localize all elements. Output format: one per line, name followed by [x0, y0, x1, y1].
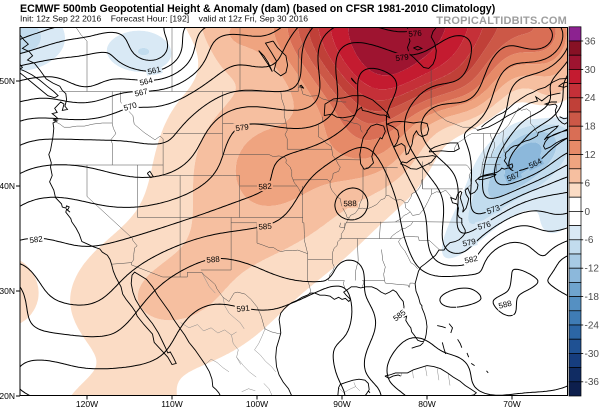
svg-text:579: 579	[462, 237, 477, 249]
svg-text:588: 588	[206, 255, 221, 265]
svg-text:582: 582	[464, 254, 479, 266]
svg-text:-30: -30	[585, 349, 600, 360]
svg-text:579: 579	[395, 52, 410, 63]
svg-text:588: 588	[498, 299, 514, 311]
svg-text:-24: -24	[585, 320, 600, 331]
svg-text:30: 30	[585, 65, 597, 76]
svg-text:564: 564	[139, 76, 155, 88]
svg-text:-18: -18	[585, 292, 600, 303]
svg-text:80W: 80W	[418, 399, 435, 408]
svg-text:585: 585	[258, 222, 272, 232]
svg-text:570: 570	[123, 100, 139, 112]
svg-text:582: 582	[29, 234, 44, 245]
svg-text:0: 0	[585, 207, 591, 218]
svg-text:40N: 40N	[0, 181, 15, 191]
svg-text:591: 591	[236, 303, 251, 313]
svg-text:576: 576	[477, 219, 493, 231]
svg-text:ECMWF 500mb Geopotential Heigh: ECMWF 500mb Geopotential Height & Anomal…	[20, 3, 495, 15]
svg-text:36: 36	[585, 36, 597, 47]
svg-text:30N: 30N	[0, 286, 15, 296]
svg-text:561: 561	[147, 65, 163, 77]
svg-text:576: 576	[408, 29, 423, 39]
svg-text:70W: 70W	[503, 399, 520, 408]
svg-text:6: 6	[585, 178, 591, 189]
svg-text:20N: 20N	[0, 391, 15, 401]
svg-text:TROPICALTIDBITS.COM: TROPICALTIDBITS.COM	[436, 15, 567, 27]
svg-text:582: 582	[258, 182, 272, 192]
svg-text:588: 588	[343, 199, 357, 208]
svg-text:18: 18	[585, 122, 597, 133]
svg-text:573: 573	[485, 203, 501, 216]
svg-text:100W: 100W	[246, 399, 268, 408]
svg-text:110W: 110W	[161, 399, 183, 408]
svg-text:-6: -6	[585, 235, 594, 246]
svg-text:90W: 90W	[333, 399, 350, 408]
svg-text:-12: -12	[585, 264, 600, 275]
svg-text:579: 579	[235, 122, 250, 133]
svg-text:Init: 12z Sep 22 2016 Forec: Init: 12z Sep 22 2016 Forecast Hour: [19…	[20, 14, 308, 24]
svg-text:50N: 50N	[0, 76, 15, 86]
svg-text:-36: -36	[585, 377, 600, 388]
svg-text:567: 567	[134, 87, 150, 99]
svg-text:120W: 120W	[76, 399, 98, 408]
svg-text:24: 24	[585, 93, 597, 104]
svg-text:12: 12	[585, 150, 597, 161]
